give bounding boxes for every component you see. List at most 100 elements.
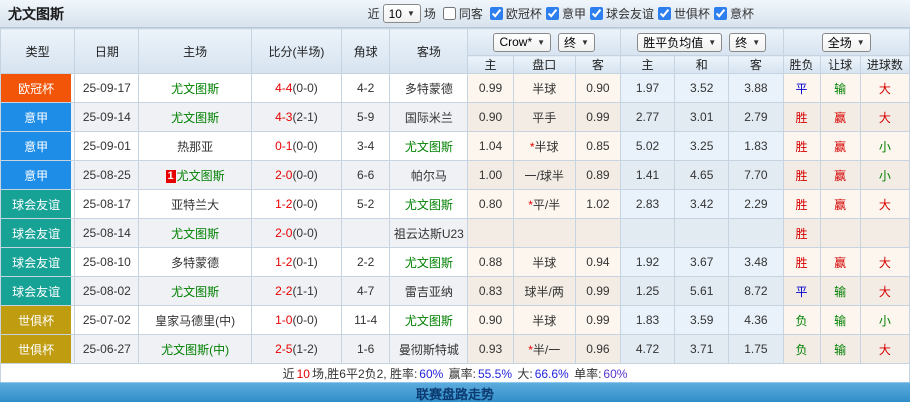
chevron-down-icon: ▼ [708,37,717,47]
league-checkbox-label: 球会友谊 [605,7,654,21]
summary-part: 60% [603,366,628,381]
avg-away-odds: 3.88 [728,73,784,103]
away-team: 尤文图斯 [389,305,469,335]
score-cell: 1-2(0-1) [250,247,343,277]
recent-count-value: 10 [388,6,402,21]
home-team: 皇家马德里(中) [138,305,252,335]
league-checkbox[interactable] [589,7,603,20]
handicap [512,218,576,248]
score-cell: 2-2(1-1) [250,276,343,306]
avg-away-odds: 7.70 [728,160,784,190]
result-handicap: 赢 [819,189,861,219]
table-row: 球会友谊 25-08-17 亚特兰大 1-2(0-0) 5-2 尤文图斯 0.80 *平/半 1… [0,189,910,219]
avg-draw-odds: 3.71 [674,334,730,364]
league-checkbox-label: 意杯 [729,7,754,21]
league-filter[interactable]: 欧冠杯 [489,5,542,22]
score-cell: 0-1(0-0) [250,131,343,161]
league-filter[interactable]: 意杯 [713,5,754,22]
subheader-avg-draw: 和 [674,55,730,74]
avg-draw-odds: 3.01 [674,102,730,132]
crown-away-odds: 0.99 [574,305,621,335]
result-wdl: 胜 [782,102,821,132]
crown-home-odds: 1.04 [467,131,514,161]
table-row: 球会友谊 25-08-14 尤文图斯 2-0(0-0) 祖云达斯U23 胜 [0,218,910,248]
crown-final-select-value: 终 [564,35,577,50]
match-date: 25-09-01 [74,131,140,161]
full-match-header: 全场 ▼ [782,28,910,56]
avg-away-odds: 2.79 [728,102,784,132]
bookmaker-select-value: Crow* [499,35,533,49]
summary-part: 单率: [570,366,602,381]
corner-score: 11-4 [341,305,391,335]
avg-final-select[interactable]: 终 ▼ [729,32,767,52]
subheader-wdl: 胜负 [782,55,821,74]
result-wdl: 负 [782,334,821,364]
away-team: 国际米兰 [389,102,469,132]
league-checkbox-label: 意甲 [561,7,586,21]
score-cell: 2-0(0-0) [250,160,343,190]
league-filter[interactable]: 世俱杯 [657,5,710,22]
handicap: 平手 [512,102,576,132]
crown-away-odds: 0.90 [574,73,621,103]
header-date: 日期 [74,28,140,74]
league-checkbox[interactable] [713,7,727,20]
away-team: 曼彻斯特城 [389,334,469,364]
summary-part: 赢率: [445,366,476,381]
score-cell: 1-0(0-0) [250,305,343,335]
crown-final-select[interactable]: 终 ▼ [558,32,595,52]
result-wdl: 平 [782,276,821,306]
away-team: 祖云达斯U23 [389,218,469,248]
result-goals: 大 [859,73,910,103]
avg-draw-odds: 3.52 [674,73,730,103]
corner-score: 5-9 [341,102,391,132]
league-checkbox[interactable] [545,7,559,20]
away-team: 尤文图斯 [389,247,469,277]
table-row: 世俱杯 25-07-02 皇家马德里(中) 1-0(0-0) 11-4 尤文图斯 0.90 半… [0,305,910,335]
league-type-badge: 意甲 [0,102,76,132]
recent-count-select[interactable]: 10 ▼ [382,4,421,23]
avg-odds-header: 胜平负均值 ▼ 终 ▼ [619,28,784,56]
same-away-filter[interactable]: 同客 [442,5,483,22]
league-checkbox[interactable] [489,7,503,20]
match-date: 25-08-17 [74,189,140,219]
league-type-badge: 欧冠杯 [0,73,76,103]
match-date: 25-08-25 [74,160,140,190]
summary-part: 66.6% [534,366,569,381]
score-cell: 2-5(1-2) [250,334,343,364]
avg-home-odds: 1.41 [619,160,676,190]
result-handicap: 赢 [819,102,861,132]
handicap: 半球 [512,247,576,277]
subheader-handicap: 盘口 [512,55,576,74]
avg-odds-select[interactable]: 胜平负均值 ▼ [637,32,723,52]
avg-draw-odds: 3.59 [674,305,730,335]
bookmaker-select[interactable]: Crow* ▼ [493,32,552,52]
league-filter[interactable]: 球会友谊 [589,5,654,22]
header-type: 类型 [0,28,76,74]
league-filter[interactable]: 意甲 [545,5,586,22]
subheader-handicap-result: 让球 [819,55,861,74]
avg-home-odds: 1.25 [619,276,676,306]
chevron-down-icon: ▼ [856,37,865,47]
league-type-badge: 意甲 [0,160,76,190]
league-type-badge: 球会友谊 [0,276,76,306]
away-team: 多特蒙德 [389,73,469,103]
result-handicap: 输 [819,276,861,306]
chevron-down-icon: ▼ [752,37,761,47]
match-date: 25-07-02 [74,305,140,335]
league-checkbox[interactable] [657,7,671,20]
handicap: 球半/两 [512,276,576,306]
crown-away-odds: 0.99 [574,102,621,132]
score-cell: 4-3(2-1) [250,102,343,132]
league-handicap-trend-tab[interactable]: 联赛盘路走势 [0,382,910,402]
full-match-select[interactable]: 全场 ▼ [821,32,871,52]
match-date: 25-08-02 [74,276,140,306]
result-goals: 小 [859,160,910,190]
same-away-checkbox[interactable] [442,7,456,20]
avg-away-odds [728,218,784,248]
avg-home-odds: 1.83 [619,305,676,335]
corner-score: 4-2 [341,73,391,103]
avg-away-odds: 2.29 [728,189,784,219]
result-goals: 大 [859,334,910,364]
away-team: 帕尔马 [389,160,469,190]
